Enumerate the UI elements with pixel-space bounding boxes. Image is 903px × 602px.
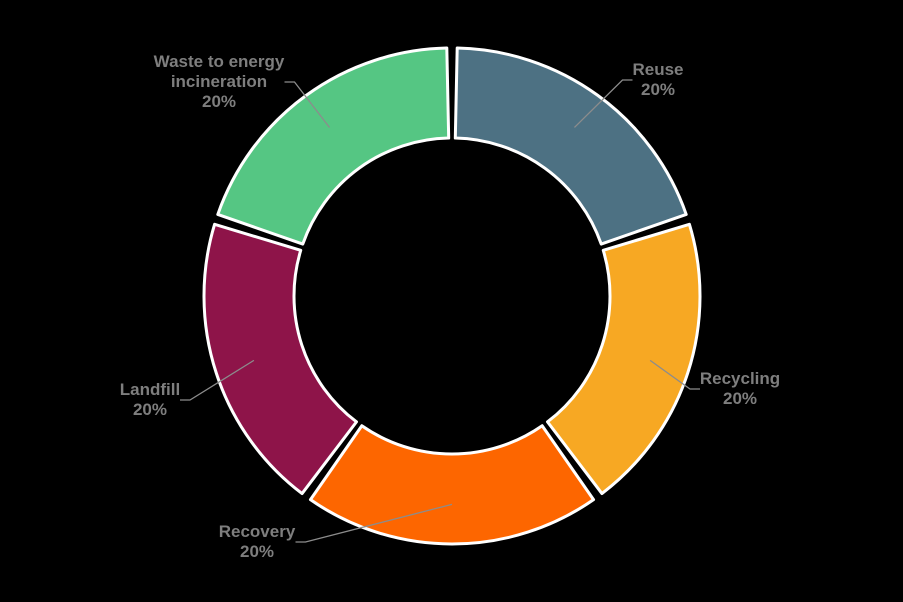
leader-line-recovery <box>295 503 453 543</box>
donut-slice-landfill[interactable] <box>202 222 358 496</box>
donut-slice-waste-to-energy-incineration[interactable] <box>216 46 451 246</box>
donut-slice-reuse[interactable] <box>453 46 688 246</box>
leader-line-waste-to-energy-incineration <box>284 81 331 128</box>
leader-line-recycling <box>649 359 700 390</box>
donut-slice-recycling[interactable] <box>546 222 702 496</box>
leader-line-landfill <box>180 359 255 401</box>
leader-line-reuse <box>573 79 633 128</box>
donut-slice-recovery[interactable] <box>308 424 596 546</box>
